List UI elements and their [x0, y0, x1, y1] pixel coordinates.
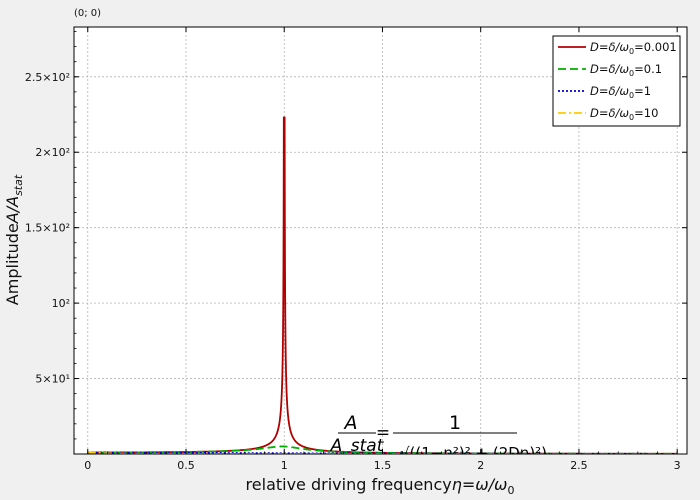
x-tick-label: 1.5 — [374, 459, 392, 472]
y-tick-label: 2.5×10² — [25, 71, 70, 84]
y-tick-label: 10² — [52, 297, 70, 310]
x-tick-label: 2.5 — [570, 459, 588, 472]
legend-label: D=δ/ω0=0.1 — [590, 62, 662, 78]
x-tick-label: 1 — [281, 459, 288, 472]
formula-denominator-left: A_stat — [330, 436, 385, 456]
plot-frame — [73, 26, 688, 455]
axis-ticks: 0 0.5 1 1.5 2 2.5 3 5×10¹ 10² 1.5×10² 2×10² 2.5×10² — [25, 27, 687, 472]
legend-label: D=δ/ω0=0.001 — [590, 40, 677, 56]
formula-numerator-left: A — [343, 412, 358, 434]
y-tick-label: 1.5×10² — [25, 222, 70, 235]
y-tick-label: 5×10¹ — [35, 373, 70, 386]
formula-denominator-right: √((1−η²)² + (2Dη)²) — [400, 444, 547, 462]
coord-readout: (0; 0) — [74, 8, 101, 19]
x-axis-title: relative driving frequencyη=ω/ω0 — [246, 475, 515, 497]
formula-numerator-right: 1 — [449, 412, 461, 434]
legend-label: D=δ/ω0=10 — [590, 106, 658, 122]
x-tick-label: 0 — [84, 459, 91, 472]
legend: D=δ/ω0=0.001 D=δ/ω0=0.1 D=δ/ω0=1 D=δ/ω0=10 — [552, 35, 681, 127]
x-tick-label: 0.5 — [177, 459, 195, 472]
legend-box — [552, 35, 681, 127]
formula-equals: = — [376, 423, 390, 443]
formula: AA_stat= 1 √((1−η²)² + (2Dη)²) — [330, 412, 547, 462]
x-tick-label: 2 — [477, 459, 484, 472]
y-axis-title: AmplitudeA/Astat — [3, 174, 25, 305]
legend-label: D=δ/ω0=1 — [590, 84, 651, 100]
x-tick-label: 3 — [674, 459, 681, 472]
y-tick-label: 2×10² — [35, 146, 70, 159]
